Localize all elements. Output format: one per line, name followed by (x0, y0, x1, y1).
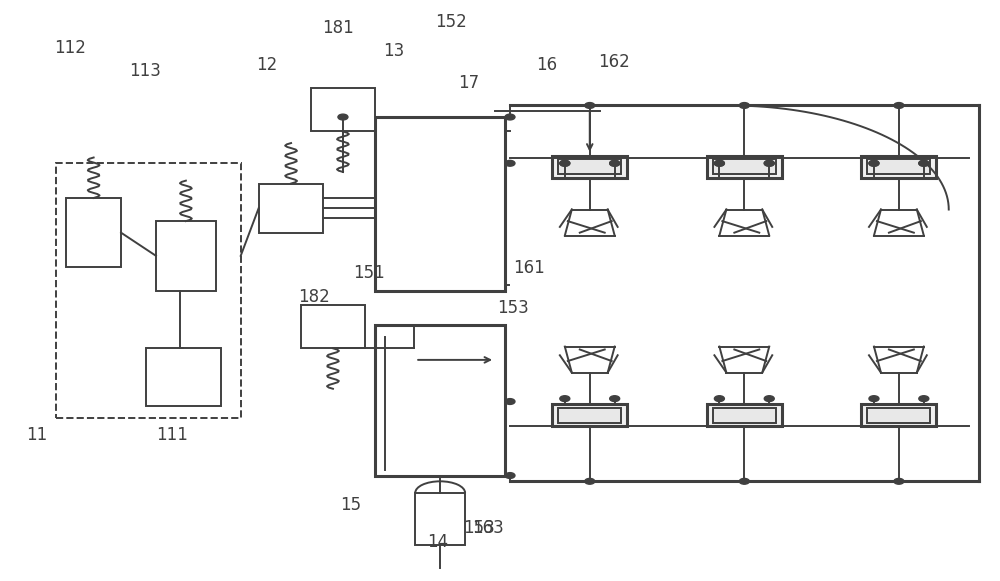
Text: 151: 151 (353, 264, 385, 282)
Circle shape (505, 399, 515, 404)
Bar (861, 156, 936, 178)
Circle shape (505, 114, 515, 120)
Circle shape (869, 160, 879, 166)
Circle shape (894, 103, 904, 109)
Circle shape (610, 160, 620, 166)
Text: 162: 162 (598, 53, 629, 71)
Circle shape (610, 160, 620, 166)
Bar (66, 198, 121, 267)
Circle shape (585, 103, 595, 109)
Text: 16: 16 (536, 56, 557, 74)
Circle shape (714, 160, 724, 166)
Text: 13: 13 (383, 42, 405, 60)
Bar (707, 156, 782, 178)
Bar (375, 325, 505, 475)
Text: 153: 153 (463, 519, 495, 537)
Text: 17: 17 (458, 74, 479, 92)
Circle shape (894, 478, 904, 484)
Text: 14: 14 (427, 533, 448, 551)
Bar (861, 404, 936, 426)
Text: 111: 111 (156, 426, 188, 444)
Circle shape (560, 160, 570, 166)
Bar (415, 493, 465, 545)
Circle shape (869, 160, 879, 166)
Text: 153: 153 (497, 299, 529, 317)
Circle shape (919, 396, 929, 401)
Text: 12: 12 (256, 56, 277, 74)
Circle shape (869, 396, 879, 401)
Bar (552, 404, 627, 426)
Circle shape (714, 396, 724, 401)
Circle shape (764, 160, 774, 166)
Circle shape (610, 396, 620, 401)
Circle shape (739, 103, 749, 109)
Bar (867, 159, 930, 174)
Text: 113: 113 (129, 62, 161, 80)
Bar (558, 159, 621, 174)
Text: 181: 181 (322, 19, 354, 37)
Bar (713, 408, 776, 423)
Text: 152: 152 (435, 13, 467, 31)
Bar (56, 163, 241, 418)
Circle shape (764, 160, 774, 166)
Circle shape (560, 396, 570, 401)
Circle shape (919, 160, 929, 166)
Bar (707, 404, 782, 426)
Bar (552, 156, 627, 178)
Circle shape (505, 472, 515, 478)
Circle shape (560, 160, 570, 166)
Text: 15: 15 (340, 496, 362, 514)
Circle shape (505, 160, 515, 166)
Bar (301, 305, 365, 349)
Bar (867, 408, 930, 423)
Text: 163: 163 (472, 519, 504, 537)
Circle shape (714, 160, 724, 166)
Bar (146, 349, 221, 406)
Bar (713, 159, 776, 174)
Circle shape (585, 478, 595, 484)
Circle shape (919, 160, 929, 166)
Text: 112: 112 (54, 39, 86, 57)
Circle shape (338, 114, 348, 120)
Bar (375, 117, 505, 290)
Circle shape (764, 396, 774, 401)
Bar (156, 221, 216, 290)
Text: 11: 11 (26, 426, 48, 444)
Bar (259, 184, 323, 232)
Text: 161: 161 (513, 259, 545, 277)
Bar (558, 408, 621, 423)
Bar (311, 88, 375, 131)
Circle shape (739, 478, 749, 484)
Text: 182: 182 (299, 288, 330, 306)
